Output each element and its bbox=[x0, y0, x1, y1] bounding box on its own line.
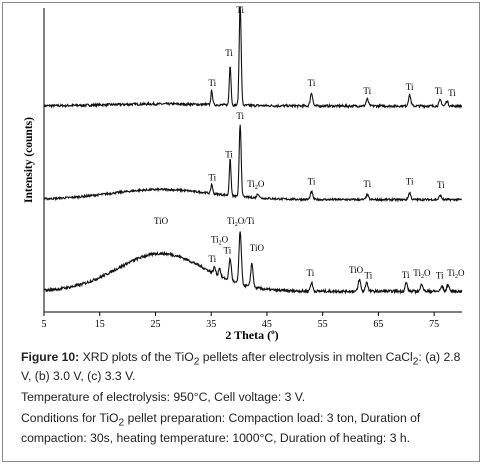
peak-label: Ti bbox=[236, 5, 244, 15]
caption-text-1b: pellets after electrolysis in molten CaC… bbox=[199, 350, 413, 364]
x-tick-label: 65 bbox=[373, 319, 383, 330]
peak-label: Ti bbox=[363, 179, 371, 189]
peak-label: Ti2O bbox=[413, 268, 431, 280]
peak-label: Ti bbox=[437, 180, 445, 190]
peak-label: TiO bbox=[250, 243, 265, 253]
peak-label: Ti2O bbox=[211, 235, 229, 247]
caption-line-2: Temperature of electrolysis: 950°C, Cell… bbox=[21, 390, 306, 405]
xrd-curves bbox=[43, 6, 463, 295]
x-tick-label: 55 bbox=[318, 319, 328, 330]
peak-label: Ti bbox=[224, 245, 232, 255]
caption-text-1a: XRD plots of the TiO bbox=[79, 350, 194, 364]
peak-label: Ti bbox=[406, 176, 414, 186]
figure-caption: Figure 10: XRD plots of the TiO2 pellets… bbox=[21, 350, 467, 452]
peak-label: Ti bbox=[208, 254, 216, 264]
xrd-curve bbox=[43, 231, 463, 295]
peak-label: Ti bbox=[365, 271, 373, 281]
peak-label: Ti bbox=[435, 86, 443, 96]
peak-label: Ti bbox=[225, 48, 233, 58]
x-tick-label: 75 bbox=[429, 319, 439, 330]
x-axis-label-degree: o bbox=[271, 328, 275, 336]
caption-text-3b: pellet preparation: Compaction load: 3 t… bbox=[21, 411, 421, 445]
x-tick-label: 25 bbox=[150, 319, 160, 330]
x-axis-label-unit: ( bbox=[267, 328, 271, 342]
figure-frame bbox=[2, 2, 480, 462]
peak-label: Ti bbox=[448, 88, 456, 98]
x-tick-label: 15 bbox=[95, 319, 105, 330]
caption-line-3: Conditions for TiO2 pellet preparation: … bbox=[21, 411, 467, 445]
peak-label: Ti bbox=[363, 86, 371, 96]
peak-label: TiO bbox=[349, 265, 364, 275]
x-axis-label-main: 2 Theta bbox=[225, 328, 264, 342]
caption-text-3a: Conditions for TiO bbox=[21, 411, 119, 426]
peak-label: Ti bbox=[208, 172, 216, 182]
caption-sub-3: 2 bbox=[118, 417, 125, 429]
x-tick-label: 35 bbox=[206, 319, 216, 330]
peak-label: Ti2O bbox=[447, 268, 465, 280]
peak-label: Ti bbox=[308, 176, 316, 186]
peak-label: Ti bbox=[436, 271, 444, 281]
figure-label: Figure 10: bbox=[21, 350, 80, 364]
axes: 5 15 25 35 45 55 65 75 bbox=[42, 8, 462, 330]
xrd-curve bbox=[43, 124, 462, 203]
y-axis-label: Intensity (counts) bbox=[23, 117, 35, 203]
caption-text-1c: : (a) 2.8 V, (b) 3.0 V, (c) 3.3 V. bbox=[21, 350, 461, 384]
peak-label: Ti bbox=[225, 150, 233, 160]
x-tick-label: 5 bbox=[42, 319, 47, 330]
peak-label: Ti bbox=[402, 270, 410, 280]
peak-label: Ti bbox=[208, 78, 216, 88]
caption-sub-2: 2 bbox=[412, 356, 419, 368]
peak-label: Ti bbox=[308, 78, 316, 88]
x-axis-label-close: ) bbox=[275, 328, 279, 342]
peak-label: Ti2O bbox=[247, 179, 265, 191]
x-tick-label: 45 bbox=[262, 319, 272, 330]
caption-line-1: Figure 10: XRD plots of the TiO2 pellets… bbox=[21, 350, 467, 384]
caption-sub-1: 2 bbox=[193, 356, 200, 368]
xrd-curve bbox=[43, 6, 463, 110]
peak-label: Ti bbox=[406, 82, 414, 92]
peak-label: Ti bbox=[236, 111, 244, 121]
peak-label: TiO bbox=[154, 216, 169, 226]
x-axis-label: 2 Theta (o) bbox=[225, 328, 278, 342]
peak-label: Ti2O/Ti bbox=[227, 216, 255, 228]
peak-label: Ti bbox=[307, 268, 315, 278]
